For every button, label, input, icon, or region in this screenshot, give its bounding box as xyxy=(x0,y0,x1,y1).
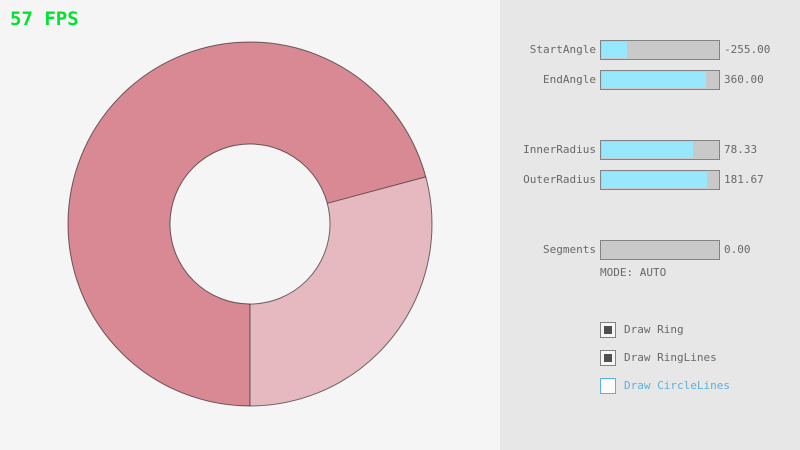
slider-row-segments: Segments 0.00 xyxy=(500,240,800,260)
end-angle-label: EndAngle xyxy=(543,73,596,86)
outer-radius-value: 181.67 xyxy=(724,173,764,186)
start-angle-label: StartAngle xyxy=(529,43,596,56)
checkbox-row-draw-circlelines: Draw CircleLines xyxy=(500,378,800,394)
ring-sector-dark xyxy=(68,42,426,406)
outer-radius-slider[interactable] xyxy=(600,170,720,190)
checkbox-row-draw-ringlines: Draw RingLines xyxy=(500,350,800,366)
fps-counter: 57 FPS xyxy=(10,8,79,30)
start-angle-slider[interactable] xyxy=(600,40,720,60)
draw-ringlines-label: Draw RingLines xyxy=(624,351,717,364)
outer-radius-label: OuterRadius xyxy=(523,173,596,186)
draw-ringlines-checkmark xyxy=(604,354,612,362)
slider-row-end-angle: EndAngle 360.00 xyxy=(500,70,800,90)
draw-ring-checkmark xyxy=(604,326,612,334)
outer-radius-slider-fill xyxy=(602,172,708,188)
draw-ringlines-checkbox[interactable] xyxy=(600,350,616,366)
draw-ring-label: Draw Ring xyxy=(624,323,684,336)
segments-slider[interactable] xyxy=(600,240,720,260)
mode-label: MODE: AUTO xyxy=(600,266,667,279)
end-angle-slider-fill xyxy=(602,72,707,88)
inner-radius-value: 78.33 xyxy=(724,143,758,156)
start-angle-value: -255.00 xyxy=(724,43,771,56)
start-angle-slider-fill xyxy=(602,42,628,58)
draw-circlelines-checkbox[interactable] xyxy=(600,378,616,394)
draw-ring-checkbox[interactable] xyxy=(600,322,616,338)
ring-inner-line xyxy=(169,143,331,305)
end-angle-value: 360.00 xyxy=(724,73,764,86)
inner-radius-label: InnerRadius xyxy=(523,143,596,156)
ring-radial-line-right xyxy=(327,176,426,204)
inner-radius-slider-fill xyxy=(602,142,693,158)
segments-label: Segments xyxy=(543,243,596,256)
ring-lines xyxy=(67,41,433,407)
checkbox-row-draw-ring: Draw Ring xyxy=(500,322,800,338)
end-angle-slider[interactable] xyxy=(600,70,720,90)
slider-row-start-angle: StartAngle -255.00 xyxy=(500,40,800,60)
ring-sector-light xyxy=(250,176,433,407)
inner-radius-slider[interactable] xyxy=(600,140,720,160)
segments-value: 0.00 xyxy=(724,243,751,256)
slider-row-inner-radius: InnerRadius 78.33 xyxy=(500,140,800,160)
controls-panel: StartAngle -255.00 EndAngle 360.00 Inner… xyxy=(500,0,800,450)
ring-canvas: 57 FPS xyxy=(10,8,433,407)
ring-shape xyxy=(67,41,433,407)
draw-circlelines-label: Draw CircleLines xyxy=(624,379,730,392)
slider-row-outer-radius: OuterRadius 181.67 xyxy=(500,170,800,190)
